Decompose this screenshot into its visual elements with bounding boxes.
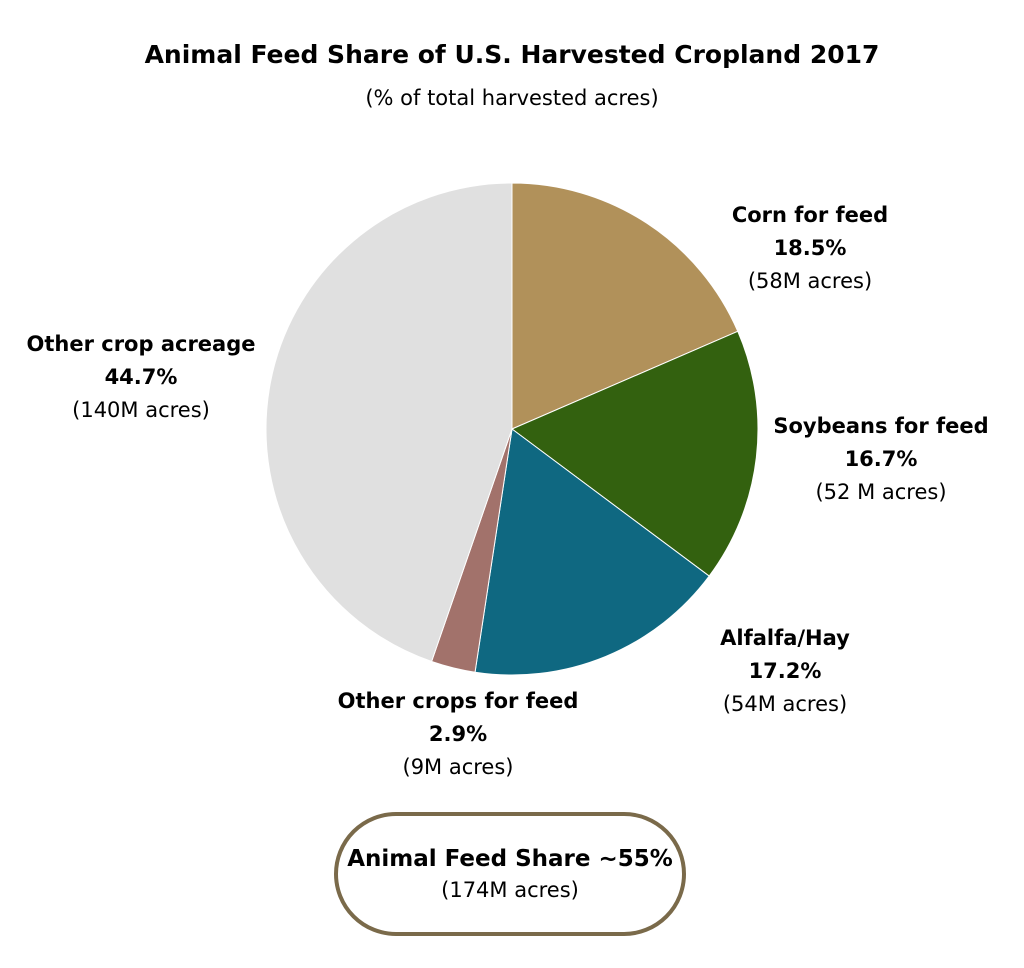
slice-label-percent: 44.7% [104, 365, 178, 389]
label-other-crop-acreage: Other crop acreage 44.7% (140M acres) [6, 328, 276, 427]
slice-label-name: Soybeans for feed [773, 414, 989, 438]
slice-label-acres: (58M acres) [747, 269, 873, 293]
slice-label-percent: 18.5% [773, 236, 847, 260]
label-alfalfa-hay: Alfalfa/Hay 17.2% (54M acres) [700, 622, 870, 721]
chart-subtitle: (% of total harvested acres) [365, 86, 659, 110]
chart-title: Animal Feed Share of U.S. Harvested Crop… [144, 40, 880, 69]
pie-slice-corn-for-feed [511, 182, 739, 430]
label-corn-for-feed: Corn for feed 18.5% (58M acres) [730, 199, 890, 298]
slice-label-acres: (52 M acres) [815, 480, 947, 504]
slice-label-acres: (9M acres) [402, 755, 514, 779]
label-other-crops-for-feed: Other crops for feed 2.9% (9M acres) [318, 685, 598, 784]
pie-slice-alfalfa-hay [474, 428, 710, 676]
pie-slice-soybeans-for-feed [511, 330, 759, 577]
pie-slice-other-crop-acreage [265, 182, 513, 663]
slice-label-name: Corn for feed [731, 203, 889, 227]
slice-label-name: Alfalfa/Hay [720, 626, 850, 650]
slice-label-acres: (54M acres) [722, 692, 848, 716]
summary-box: Animal Feed Share ~55% (174M acres) [334, 812, 686, 936]
slice-label-percent: 16.7% [844, 447, 918, 471]
summary-acres: (174M acres) [441, 878, 579, 902]
slice-label-name: Other crop acreage [26, 332, 256, 356]
slice-label-acres: (140M acres) [72, 398, 210, 422]
slice-label-percent: 2.9% [428, 722, 488, 746]
label-soybeans-for-feed: Soybeans for feed 16.7% (52 M acres) [766, 410, 996, 509]
slice-label-name: Other crops for feed [337, 689, 579, 713]
summary-title: Animal Feed Share ~55% [347, 846, 673, 872]
slice-label-percent: 17.2% [748, 659, 822, 683]
